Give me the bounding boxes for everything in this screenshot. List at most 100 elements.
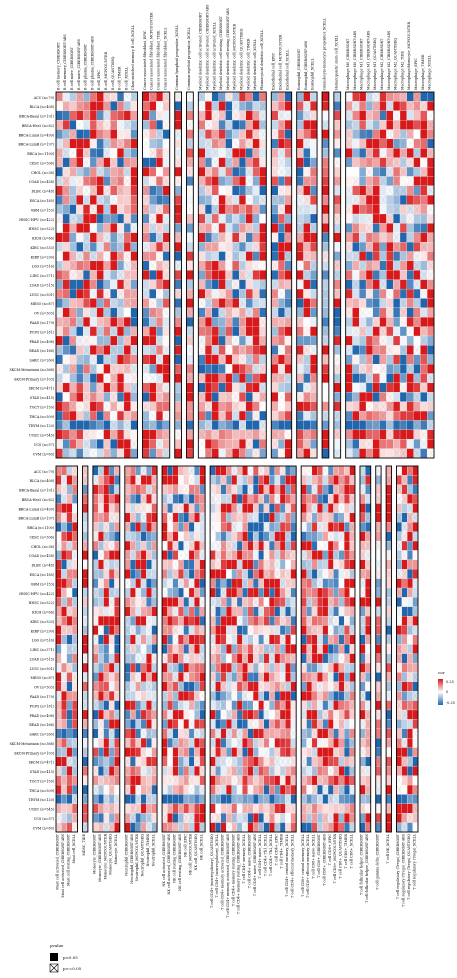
heatmap-cell (103, 662, 110, 673)
heatmap-cell (239, 288, 246, 299)
heatmap-cell (245, 260, 253, 271)
nonsignificant-cross (413, 279, 421, 290)
heatmap-cell (311, 794, 318, 804)
nonsignificant-cross (386, 129, 394, 139)
heatmap-cell (92, 503, 99, 514)
nonsignificant-cross (140, 606, 147, 617)
heatmap-cell (98, 644, 104, 654)
nonsignificant-cross (142, 364, 150, 374)
heatmap-cell (114, 494, 120, 504)
heatmap-cell (61, 747, 67, 758)
heatmap-cell (359, 335, 367, 346)
nonsignificant-cross (301, 756, 307, 767)
nonsignificant-cross (89, 392, 97, 402)
heatmap-cell (420, 204, 428, 215)
heatmap-cell (103, 279, 111, 290)
nonsignificant-cross (296, 185, 304, 196)
heatmap-cell (263, 719, 270, 729)
heatmap-cell (321, 148, 329, 158)
heatmap-cell (218, 392, 226, 402)
heatmap-cell (322, 494, 329, 504)
heatmap-cell (253, 569, 259, 579)
heatmap-cell (103, 475, 110, 485)
heatmap-cell (406, 185, 414, 196)
heatmap-cell (66, 681, 73, 692)
heatmap-cell (172, 709, 179, 720)
heatmap-cell (199, 559, 206, 570)
heatmap-cell (135, 484, 142, 495)
nonsignificant-cross (130, 813, 136, 823)
nonsignificant-cross (259, 129, 267, 139)
heatmap-cell (327, 484, 334, 495)
heatmap-cell (285, 700, 291, 711)
heatmap-cell (103, 335, 111, 346)
heatmap-cell (149, 288, 157, 299)
heatmap-cell (62, 373, 70, 384)
heatmap-cell (271, 120, 279, 130)
heatmap-cell (117, 213, 125, 224)
nonsignificant-cross (253, 644, 259, 654)
heatmap-cell (83, 326, 91, 337)
nonsignificant-cross (110, 138, 118, 149)
heatmap-cell (130, 101, 138, 111)
heatmap-cell (399, 251, 407, 262)
heatmap-cell (55, 401, 63, 412)
nonsignificant-cross (205, 120, 213, 130)
nonsignificant-cross (345, 307, 353, 318)
nonsignificant-cross (156, 148, 164, 158)
nonsignificant-cross (252, 204, 260, 215)
heatmap-cell (253, 625, 259, 636)
heatmap-cell (317, 559, 323, 570)
heatmap-cell (96, 288, 104, 299)
heatmap-cell (263, 587, 270, 598)
heatmap-cell (220, 578, 227, 589)
nonsignificant-cross (199, 691, 206, 701)
heatmap-cell (146, 709, 152, 720)
heatmap-cell (103, 354, 111, 365)
column-label: Neutrophil_CIBERSORT-ABS (130, 833, 134, 883)
column-label: Myeloid dendritic cell activated_XCELL (212, 21, 216, 90)
nonsignificant-cross (149, 345, 157, 355)
group-frame (197, 91, 267, 459)
heatmap-cell (413, 429, 421, 440)
heatmap-cell (82, 728, 88, 739)
heatmap-cell (322, 616, 329, 626)
heatmap-cell (167, 709, 173, 720)
nonsignificant-cross (393, 232, 401, 243)
heatmap-cell (372, 185, 380, 196)
heatmap-cell (66, 653, 73, 664)
heatmap-cell (156, 420, 164, 430)
heatmap-cell (252, 401, 260, 412)
heatmap-cell (259, 410, 267, 421)
column-label: Neutrophil_MCPCOUNTER (135, 834, 139, 882)
nonsignificant-cross (140, 503, 147, 513)
heatmap-cell (66, 728, 73, 739)
nonsignificant-cross (194, 728, 200, 739)
heatmap-cell (194, 475, 200, 485)
heatmap-cell (167, 756, 173, 767)
heatmap-cell (167, 766, 173, 776)
heatmap-cell (218, 101, 226, 111)
heatmap-cell (89, 373, 97, 384)
row-label: SARC (n=260) (30, 733, 55, 737)
heatmap-cell (161, 475, 168, 485)
heatmap-cell (62, 260, 70, 271)
heatmap-cell (345, 392, 353, 402)
nonsignificant-cross (386, 401, 394, 412)
heatmap-cell (186, 232, 194, 243)
heatmap-cell (218, 317, 226, 327)
nonsignificant-cross (142, 129, 150, 139)
heatmap-cell (140, 794, 147, 804)
heatmap-cell (108, 503, 115, 514)
nonsignificant-cross (199, 766, 206, 776)
heatmap-cell (406, 148, 414, 158)
heatmap-cell (178, 813, 184, 823)
heatmap-cell (98, 756, 104, 767)
heatmap-cell (174, 279, 182, 290)
nonsignificant-cross (232, 335, 240, 346)
nonsignificant-cross (174, 138, 182, 149)
nonsignificant-cross (226, 550, 232, 560)
heatmap-cell (130, 822, 136, 833)
nonsignificant-cross (89, 364, 97, 374)
nonsignificant-cross (103, 232, 111, 243)
